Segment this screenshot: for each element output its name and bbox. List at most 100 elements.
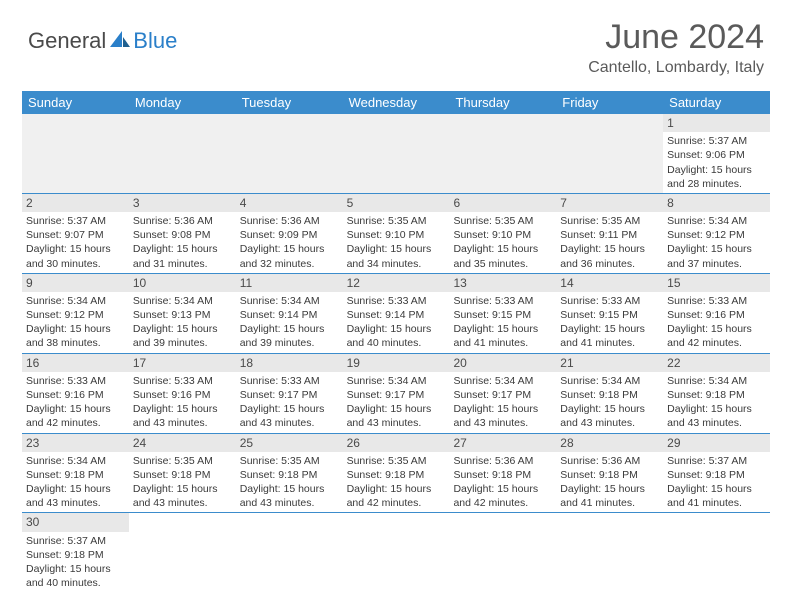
day-cell: 4Sunrise: 5:36 AMSunset: 9:09 PMDaylight… [236, 194, 343, 273]
sunrise-text: Sunrise: 5:36 AM [240, 214, 339, 228]
sunset-text: Sunset: 9:16 PM [133, 388, 232, 402]
day-header-saturday: Saturday [663, 91, 770, 114]
week-row: 2Sunrise: 5:37 AMSunset: 9:07 PMDaylight… [22, 194, 770, 274]
day-cell: 17Sunrise: 5:33 AMSunset: 9:16 PMDayligh… [129, 354, 236, 433]
sunrise-text: Sunrise: 5:35 AM [347, 214, 446, 228]
sunrise-text: Sunrise: 5:33 AM [26, 374, 125, 388]
daylight-text: Daylight: 15 hours and 43 minutes. [26, 482, 125, 510]
day-cell: 5Sunrise: 5:35 AMSunset: 9:10 PMDaylight… [343, 194, 450, 273]
day-header-thursday: Thursday [449, 91, 556, 114]
day-number: 28 [556, 434, 663, 452]
day-number: 13 [449, 274, 556, 292]
day-cell [663, 513, 770, 592]
day-number: 26 [343, 434, 450, 452]
day-cell [129, 513, 236, 592]
day-cell [129, 114, 236, 193]
day-cell [449, 513, 556, 592]
sunset-text: Sunset: 9:16 PM [26, 388, 125, 402]
daylight-text: Daylight: 15 hours and 43 minutes. [133, 402, 232, 430]
day-cell: 29Sunrise: 5:37 AMSunset: 9:18 PMDayligh… [663, 434, 770, 513]
sunrise-text: Sunrise: 5:37 AM [26, 534, 125, 548]
weeks-container: 1Sunrise: 5:37 AMSunset: 9:06 PMDaylight… [22, 114, 770, 592]
daylight-text: Daylight: 15 hours and 32 minutes. [240, 242, 339, 270]
day-number: 20 [449, 354, 556, 372]
day-cell: 21Sunrise: 5:34 AMSunset: 9:18 PMDayligh… [556, 354, 663, 433]
sunset-text: Sunset: 9:17 PM [240, 388, 339, 402]
week-row: 16Sunrise: 5:33 AMSunset: 9:16 PMDayligh… [22, 354, 770, 434]
day-number: 11 [236, 274, 343, 292]
day-cell: 18 Sunrise: 5:33 AMSunset: 9:17 PMDayligh… [236, 354, 343, 433]
day-number: 14 [556, 274, 663, 292]
daylight-text: Daylight: 15 hours and 28 minutes. [667, 163, 766, 191]
daylight-text: Daylight: 15 hours and 43 minutes. [240, 402, 339, 430]
day-number: 15 [663, 274, 770, 292]
day-number: 3 [129, 194, 236, 212]
day-cell: 13Sunrise: 5:33 AMSunset: 9:15 PMDayligh… [449, 274, 556, 353]
sunset-text: Sunset: 9:17 PM [347, 388, 446, 402]
day-number: 5 [343, 194, 450, 212]
day-cell [236, 114, 343, 193]
day-number: 12 [343, 274, 450, 292]
day-number: 27 [449, 434, 556, 452]
day-number: 23 [22, 434, 129, 452]
day-number: 19 [343, 354, 450, 372]
sunset-text: Sunset: 9:18 PM [453, 468, 552, 482]
logo: General Blue [28, 28, 177, 54]
sunset-text: Sunset: 9:13 PM [133, 308, 232, 322]
daylight-text: Daylight: 15 hours and 38 minutes. [26, 322, 125, 350]
sail-icon [108, 29, 132, 54]
sunrise-text: Sunrise: 5:34 AM [240, 294, 339, 308]
daylight-text: Daylight: 15 hours and 43 minutes. [667, 402, 766, 430]
daylight-text: Daylight: 15 hours and 42 minutes. [26, 402, 125, 430]
sunset-text: Sunset: 9:10 PM [453, 228, 552, 242]
day-number: 8 [663, 194, 770, 212]
day-number: 2 [22, 194, 129, 212]
daylight-text: Daylight: 15 hours and 36 minutes. [560, 242, 659, 270]
day-number: 24 [129, 434, 236, 452]
sunset-text: Sunset: 9:14 PM [240, 308, 339, 322]
day-number: 22 [663, 354, 770, 372]
sunrise-text: Sunrise: 5:35 AM [240, 454, 339, 468]
logo-text-general: General [28, 28, 106, 54]
daylight-text: Daylight: 15 hours and 42 minutes. [667, 322, 766, 350]
daylight-text: Daylight: 15 hours and 39 minutes. [133, 322, 232, 350]
day-cell: 10Sunrise: 5:34 AMSunset: 9:13 PMDayligh… [129, 274, 236, 353]
day-cell: 20Sunrise: 5:34 AMSunset: 9:17 PMDayligh… [449, 354, 556, 433]
day-cell: 12Sunrise: 5:33 AMSunset: 9:14 PMDayligh… [343, 274, 450, 353]
sunrise-text: Sunrise: 5:36 AM [560, 454, 659, 468]
sunset-text: Sunset: 9:07 PM [26, 228, 125, 242]
day-number: 4 [236, 194, 343, 212]
sunrise-text: Sunrise: 5:35 AM [453, 214, 552, 228]
daylight-text: Daylight: 15 hours and 43 minutes. [560, 402, 659, 430]
day-cell [22, 114, 129, 193]
daylight-text: Daylight: 15 hours and 42 minutes. [347, 482, 446, 510]
day-header-tuesday: Tuesday [236, 91, 343, 114]
sunset-text: Sunset: 9:12 PM [667, 228, 766, 242]
daylight-text: Daylight: 15 hours and 41 minutes. [453, 322, 552, 350]
sunset-text: Sunset: 9:18 PM [26, 468, 125, 482]
day-headers-row: Sunday Monday Tuesday Wednesday Thursday… [22, 91, 770, 114]
day-cell [449, 114, 556, 193]
sunset-text: Sunset: 9:06 PM [667, 148, 766, 162]
sunrise-text: Sunrise: 5:35 AM [347, 454, 446, 468]
daylight-text: Daylight: 15 hours and 39 minutes. [240, 322, 339, 350]
sunset-text: Sunset: 9:12 PM [26, 308, 125, 322]
sunrise-text: Sunrise: 5:36 AM [133, 214, 232, 228]
day-cell: 27Sunrise: 5:36 AMSunset: 9:18 PMDayligh… [449, 434, 556, 513]
day-cell: 16Sunrise: 5:33 AMSunset: 9:16 PMDayligh… [22, 354, 129, 433]
sunset-text: Sunset: 9:15 PM [453, 308, 552, 322]
daylight-text: Daylight: 15 hours and 37 minutes. [667, 242, 766, 270]
week-row: 30Sunrise: 5:37 AMSunset: 9:18 PMDayligh… [22, 513, 770, 592]
day-cell: 26Sunrise: 5:35 AMSunset: 9:18 PMDayligh… [343, 434, 450, 513]
day-cell [343, 114, 450, 193]
logo-text-blue: Blue [133, 28, 177, 54]
daylight-text: Daylight: 15 hours and 43 minutes. [240, 482, 339, 510]
day-cell: 15Sunrise: 5:33 AMSunset: 9:16 PMDayligh… [663, 274, 770, 353]
day-cell: 23Sunrise: 5:34 AMSunset: 9:18 PMDayligh… [22, 434, 129, 513]
sunrise-text: Sunrise: 5:33 AM [347, 294, 446, 308]
daylight-text: Daylight: 15 hours and 35 minutes. [453, 242, 552, 270]
day-number: 18 [236, 354, 343, 372]
day-cell: 3Sunrise: 5:36 AMSunset: 9:08 PMDaylight… [129, 194, 236, 273]
sunrise-text: Sunrise: 5:33 AM [240, 374, 339, 388]
sunrise-text: Sunrise: 5:33 AM [667, 294, 766, 308]
